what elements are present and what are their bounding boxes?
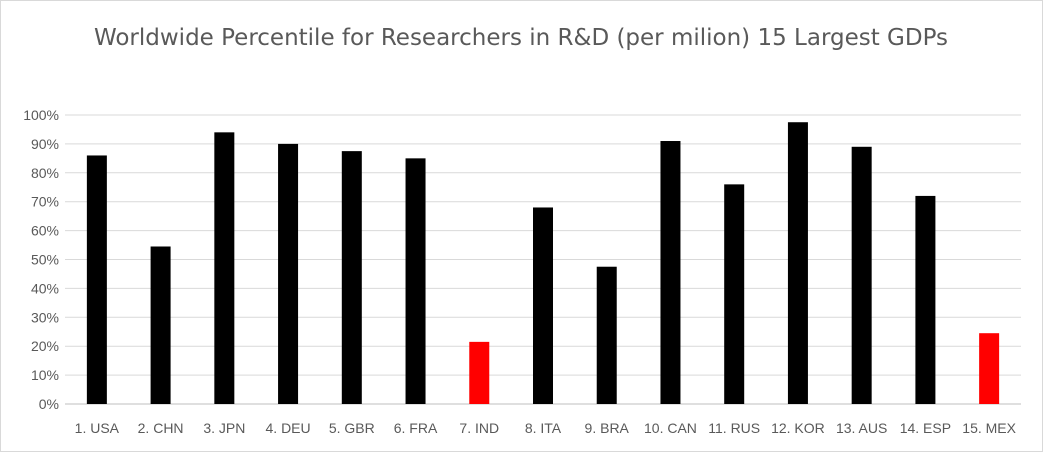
- y-tick-label: 20%: [31, 338, 59, 354]
- bar-deu: [278, 143, 299, 404]
- y-tick-label: 0%: [39, 396, 59, 412]
- x-tick-label: 15. MEX: [962, 420, 1016, 436]
- bar-usa: [86, 155, 107, 404]
- bar-chn: [150, 246, 171, 404]
- x-tick-label: 9. BRA: [585, 420, 630, 436]
- x-tick-label: 10. CAN: [644, 420, 697, 436]
- bar-ita: [533, 207, 553, 404]
- bar-aus: [851, 146, 872, 405]
- x-tick-label: 2. CHN: [138, 420, 184, 436]
- x-tick-label: 1. USA: [75, 420, 120, 436]
- y-tick-label: 50%: [31, 252, 59, 268]
- x-tick-label: 14. ESP: [900, 420, 951, 436]
- bar-bra: [596, 266, 617, 404]
- bar-ind: [469, 341, 490, 404]
- x-tick-label: 5. GBR: [329, 420, 375, 436]
- y-tick-label: 100%: [23, 107, 59, 123]
- bar-kor: [787, 122, 808, 404]
- y-tick-label: 60%: [31, 223, 59, 239]
- x-tick-label: 7. IND: [459, 420, 499, 436]
- bar-jpn: [214, 132, 235, 404]
- y-tick-label: 70%: [31, 194, 59, 210]
- x-tick-label: 11. RUS: [708, 420, 760, 436]
- bar-gbr: [341, 151, 362, 404]
- x-tick-label: 13. AUS: [836, 420, 887, 436]
- chart-title: Worldwide Percentile for Researchers in …: [93, 25, 949, 51]
- y-tick-label: 30%: [31, 309, 59, 325]
- x-tick-label: 3. JPN: [203, 420, 245, 436]
- bar-mex: [979, 333, 1000, 404]
- bar-fra: [405, 158, 426, 404]
- y-tick-label: 10%: [31, 367, 59, 383]
- x-tick-label: 8. ITA: [525, 420, 562, 436]
- bar-can: [660, 141, 681, 404]
- x-tick-label: 4. DEU: [266, 420, 311, 436]
- x-tick-label: 6. FRA: [394, 420, 438, 436]
- y-tick-label: 40%: [31, 280, 59, 296]
- x-tick-label: 12. KOR: [771, 420, 825, 436]
- y-tick-label: 90%: [31, 136, 59, 152]
- bar-esp: [915, 195, 936, 404]
- bar-rus: [724, 184, 745, 404]
- y-tick-label: 80%: [31, 165, 59, 181]
